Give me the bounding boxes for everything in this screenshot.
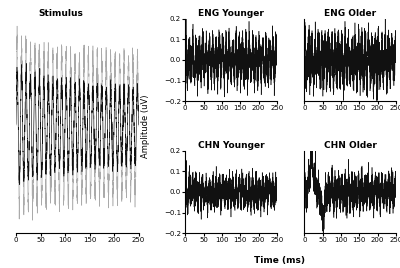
Text: Stimulus: Stimulus [38, 9, 83, 18]
Text: Amplitude (uV): Amplitude (uV) [142, 94, 150, 158]
Text: Time (ms): Time (ms) [254, 256, 306, 265]
Title: CHN Younger: CHN Younger [198, 141, 264, 150]
Title: ENG Younger: ENG Younger [198, 9, 264, 18]
Title: CHN Older: CHN Older [324, 141, 377, 150]
Title: ENG Older: ENG Older [324, 9, 376, 18]
